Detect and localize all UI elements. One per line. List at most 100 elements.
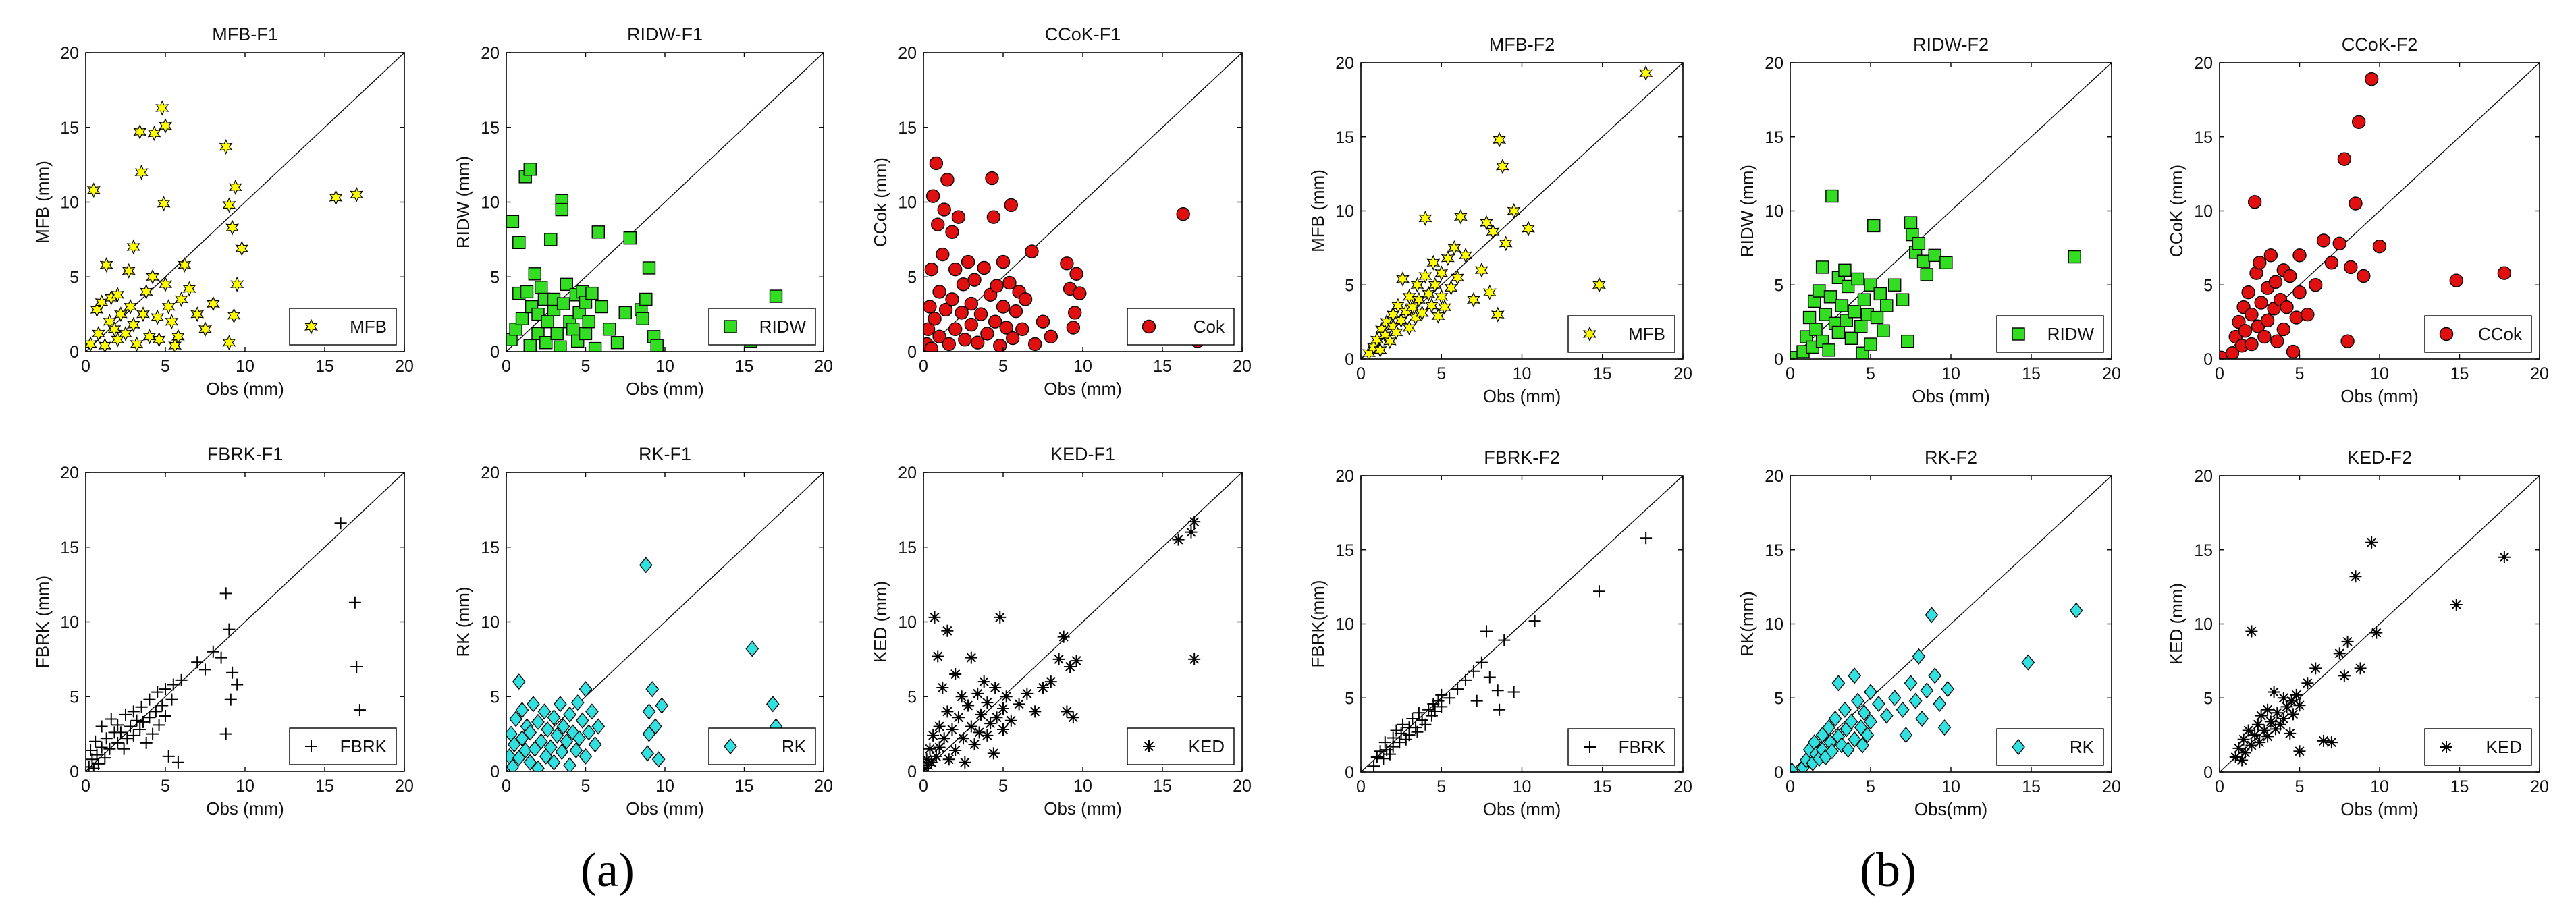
y-axis-label: RK(mm)	[1737, 591, 1757, 657]
y-tick-label: 0	[1774, 763, 1783, 782]
x-axis-label: Obs (mm)	[626, 379, 704, 399]
y-tick-label: 20	[898, 44, 917, 63]
data-point	[2249, 729, 2261, 742]
data-point	[2068, 250, 2081, 264]
data-point	[1444, 280, 1458, 296]
y-tick-label: 0	[907, 343, 917, 362]
data-point	[1395, 271, 1410, 287]
y-tick-label: 5	[490, 268, 500, 287]
x-tick-label: 5	[1866, 364, 1875, 383]
data-point	[2232, 742, 2245, 754]
y-tick-label: 10	[481, 613, 500, 632]
data-point	[1899, 727, 1913, 744]
group-label-a: (a)	[581, 843, 635, 897]
data-point	[1000, 690, 1013, 703]
data-point	[178, 257, 192, 273]
data-point	[1453, 209, 1468, 225]
data-point	[1825, 189, 1839, 203]
data-point	[1873, 287, 1887, 301]
data-point	[1451, 683, 1464, 696]
data-point	[1864, 337, 1877, 351]
chart-ridw-f2: 0 5 10 15 20 0 5 10 15 20 RIDW-F2 Obs (mm) RIDW (mm)…	[1737, 34, 2121, 406]
data-point	[92, 757, 105, 770]
y-tick-label: 15	[60, 119, 79, 138]
data-points	[1362, 65, 1653, 359]
data-point	[91, 325, 105, 341]
x-axis-label: Obs (mm)	[1483, 799, 1561, 819]
data-point	[1434, 265, 1449, 281]
data-point	[1067, 711, 1079, 724]
data-point	[924, 262, 939, 277]
data-point	[1475, 656, 1488, 669]
data-point	[227, 308, 241, 324]
data-point	[1402, 289, 1416, 305]
x-tick-label: 5	[161, 777, 170, 796]
data-point	[2274, 718, 2287, 731]
data-point	[570, 694, 585, 711]
data-point	[2263, 248, 2278, 263]
y-tick-label: 0	[907, 763, 917, 781]
data-point	[610, 336, 624, 350]
data-point	[86, 744, 97, 756]
data-point	[1067, 306, 1082, 320]
chart-fbrk-f2: 0 5 10 15 20 0 5 10 15 20 FBRK-F2 Obs (mm) FBRK(mm) F…	[1308, 447, 1692, 819]
data-point	[642, 703, 656, 720]
legend-label: KED	[2486, 737, 2522, 757]
data-point	[582, 315, 595, 329]
data-point	[2242, 724, 2255, 737]
data-point	[1908, 692, 1923, 709]
data-point	[945, 292, 959, 306]
data-point	[1639, 65, 1653, 81]
data-point	[1483, 671, 1496, 684]
data-point	[547, 709, 561, 726]
chart-fbrk-f1: 0 5 10 15 20 0 5 10 15 20 FBRK-F1 Obs (mm) FBRK (mm)…	[32, 444, 414, 819]
data-point	[1422, 285, 1436, 302]
x-tick-label: 15	[1153, 357, 1172, 376]
data-point	[130, 336, 144, 352]
data-point	[2449, 273, 2463, 287]
data-point	[158, 276, 173, 292]
x-tick-label: 5	[998, 357, 1008, 376]
data-point	[1841, 742, 1855, 758]
data-point	[350, 660, 363, 673]
data-point	[1470, 694, 1483, 707]
data-point	[126, 239, 140, 255]
data-point	[554, 696, 567, 713]
data-point	[215, 651, 227, 664]
data-point	[1395, 727, 1407, 740]
data-point	[1391, 298, 1405, 314]
x-tick-label: 10	[2370, 364, 2389, 383]
data-point	[547, 754, 561, 771]
data-point	[1428, 277, 1442, 293]
data-point	[171, 756, 184, 769]
y-axis-label: RIDW (mm)	[1737, 165, 1757, 257]
data-point	[1009, 304, 1023, 319]
data-point	[1941, 681, 1955, 698]
legend-marker	[2012, 738, 2025, 756]
data-point	[1896, 701, 1910, 718]
data-point	[523, 163, 537, 176]
data-point	[2351, 115, 2366, 130]
reference-line	[1790, 476, 2112, 772]
data-point	[2337, 152, 2352, 166]
data-point	[923, 322, 936, 336]
data-point	[996, 254, 1011, 269]
legend-label: MFB	[350, 316, 387, 337]
data-point	[556, 718, 570, 735]
data-point	[2277, 712, 2290, 725]
x-tick-label: 15	[2022, 777, 2041, 796]
data-point	[151, 686, 164, 698]
data-point	[550, 327, 564, 341]
legend-label: RIDW	[2047, 324, 2095, 344]
data-point	[2292, 285, 2307, 300]
legend: MFB	[1567, 315, 1675, 353]
reference-line	[86, 53, 404, 352]
y-tick-label: 20	[898, 464, 917, 482]
data-point	[157, 196, 171, 212]
legend: FBRK	[1567, 728, 1675, 766]
data-point	[1397, 718, 1410, 731]
data-point	[959, 756, 971, 769]
data-point	[130, 714, 143, 727]
data-point	[1867, 219, 1881, 233]
data-point	[506, 758, 520, 771]
